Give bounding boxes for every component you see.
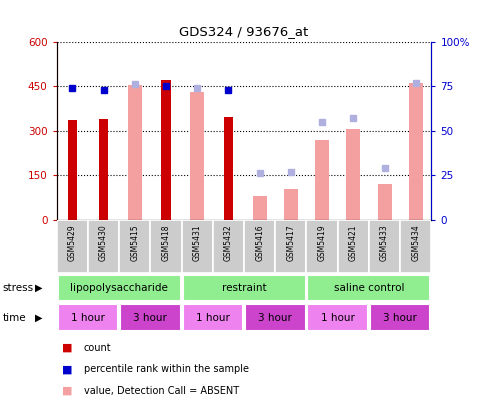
Text: GSM5434: GSM5434	[411, 224, 420, 261]
Text: GDS324 / 93676_at: GDS324 / 93676_at	[179, 25, 309, 38]
Text: count: count	[84, 343, 111, 352]
Text: GSM5418: GSM5418	[162, 224, 171, 261]
Text: ▶: ▶	[35, 283, 42, 293]
Text: stress: stress	[2, 283, 34, 293]
Text: ■: ■	[62, 343, 72, 352]
Bar	[213, 220, 244, 273]
Text: 1 hour: 1 hour	[71, 313, 105, 323]
Text: value, Detection Call = ABSENT: value, Detection Call = ABSENT	[84, 386, 239, 396]
Bar	[308, 305, 368, 331]
Text: GSM5415: GSM5415	[130, 224, 139, 261]
Text: GSM5433: GSM5433	[380, 224, 389, 261]
Bar	[315, 139, 329, 220]
Bar	[120, 305, 180, 331]
Text: 3 hour: 3 hour	[134, 313, 167, 323]
Bar	[68, 120, 77, 220]
Text: GSM5419: GSM5419	[317, 224, 326, 261]
Bar	[161, 80, 171, 220]
Text: ■: ■	[62, 364, 72, 374]
Bar	[245, 305, 306, 331]
Text: GSM5432: GSM5432	[224, 224, 233, 261]
Bar	[224, 117, 233, 220]
Bar	[150, 220, 181, 273]
Bar	[338, 220, 369, 273]
Bar	[307, 220, 338, 273]
Text: 3 hour: 3 hour	[383, 313, 417, 323]
Bar	[409, 83, 423, 220]
Bar	[370, 305, 430, 331]
Bar	[57, 220, 88, 273]
Bar	[182, 275, 306, 301]
Bar	[346, 129, 360, 220]
Text: GSM5429: GSM5429	[68, 224, 77, 261]
Text: percentile rank within the sample: percentile rank within the sample	[84, 364, 249, 374]
Bar	[182, 305, 243, 331]
Bar	[284, 188, 298, 220]
Text: time: time	[2, 313, 26, 323]
Bar	[308, 275, 430, 301]
Bar	[128, 85, 142, 220]
Bar	[58, 305, 118, 331]
Bar	[181, 220, 213, 273]
Bar	[369, 220, 400, 273]
Text: GSM5421: GSM5421	[349, 224, 358, 261]
Text: 3 hour: 3 hour	[258, 313, 292, 323]
Bar	[88, 220, 119, 273]
Bar	[190, 92, 204, 220]
Text: lipopolysaccharide: lipopolysaccharide	[70, 283, 168, 293]
Bar	[99, 119, 108, 220]
Text: GSM5417: GSM5417	[286, 224, 295, 261]
Bar	[252, 196, 267, 220]
Bar	[119, 220, 150, 273]
Text: GSM5430: GSM5430	[99, 224, 108, 261]
Text: GSM5416: GSM5416	[255, 224, 264, 261]
Bar	[275, 220, 307, 273]
Text: ■: ■	[62, 386, 72, 396]
Text: restraint: restraint	[222, 283, 266, 293]
Bar	[58, 275, 180, 301]
Bar	[244, 220, 275, 273]
Text: GSM5431: GSM5431	[193, 224, 202, 261]
Text: ▶: ▶	[35, 313, 42, 323]
Text: 1 hour: 1 hour	[196, 313, 230, 323]
Bar	[378, 184, 391, 220]
Text: saline control: saline control	[334, 283, 404, 293]
Bar	[400, 220, 431, 273]
Text: 1 hour: 1 hour	[321, 313, 354, 323]
